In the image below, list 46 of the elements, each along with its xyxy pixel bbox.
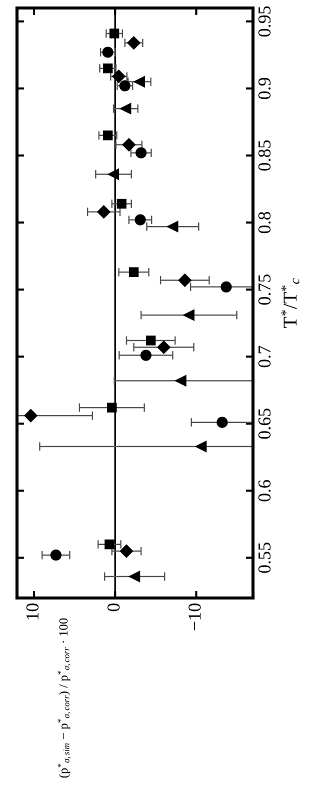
y-axis-title: T$^{*}$/T$^{*}$$_{c}$ [281, 278, 300, 328]
point [24, 409, 38, 422]
point [120, 103, 132, 114]
y-tick-label: 0.7 [258, 346, 271, 368]
y-tick-label: 0.6 [258, 480, 271, 502]
point [167, 221, 178, 232]
point [220, 281, 232, 292]
point [112, 70, 126, 83]
point [102, 46, 114, 58]
point [178, 274, 192, 287]
point [129, 570, 140, 582]
point [109, 28, 120, 38]
point [134, 214, 146, 226]
point [216, 416, 228, 428]
point [175, 375, 186, 386]
point [120, 544, 134, 558]
y-tick-label: 0.85 [258, 140, 271, 171]
point [127, 36, 140, 50]
point [107, 402, 117, 412]
x-tick-label: 0 [107, 604, 120, 612]
y-tick-label: 0.9 [258, 78, 271, 100]
point [196, 440, 207, 452]
point [183, 310, 194, 321]
point [140, 350, 152, 361]
y-tick-label: 0.75 [258, 274, 271, 305]
point [102, 130, 113, 140]
y-tick-label: 0.95 [258, 6, 271, 37]
point [102, 63, 113, 74]
point [50, 550, 62, 561]
point [119, 80, 130, 92]
point [116, 198, 126, 209]
point [136, 147, 147, 158]
point [97, 205, 110, 218]
point [146, 336, 156, 346]
point [108, 168, 120, 180]
point [104, 540, 114, 550]
point [134, 76, 146, 88]
point [122, 138, 136, 152]
x-tick-label: 10 [26, 604, 39, 620]
y-tick-label: 0.55 [258, 542, 271, 573]
point [128, 267, 139, 278]
x-tick-label: −10 [188, 604, 201, 630]
y-tick-label: 0.8 [258, 212, 271, 234]
y-tick-label: 0.65 [258, 408, 271, 439]
point [157, 340, 170, 354]
text: (p$^{*}$$_{σ,sim}$ − p$^{*}$$_{σ,corr}$) / p$^{*}$$_{σ,corr}$ · 100 [58, 618, 71, 778]
